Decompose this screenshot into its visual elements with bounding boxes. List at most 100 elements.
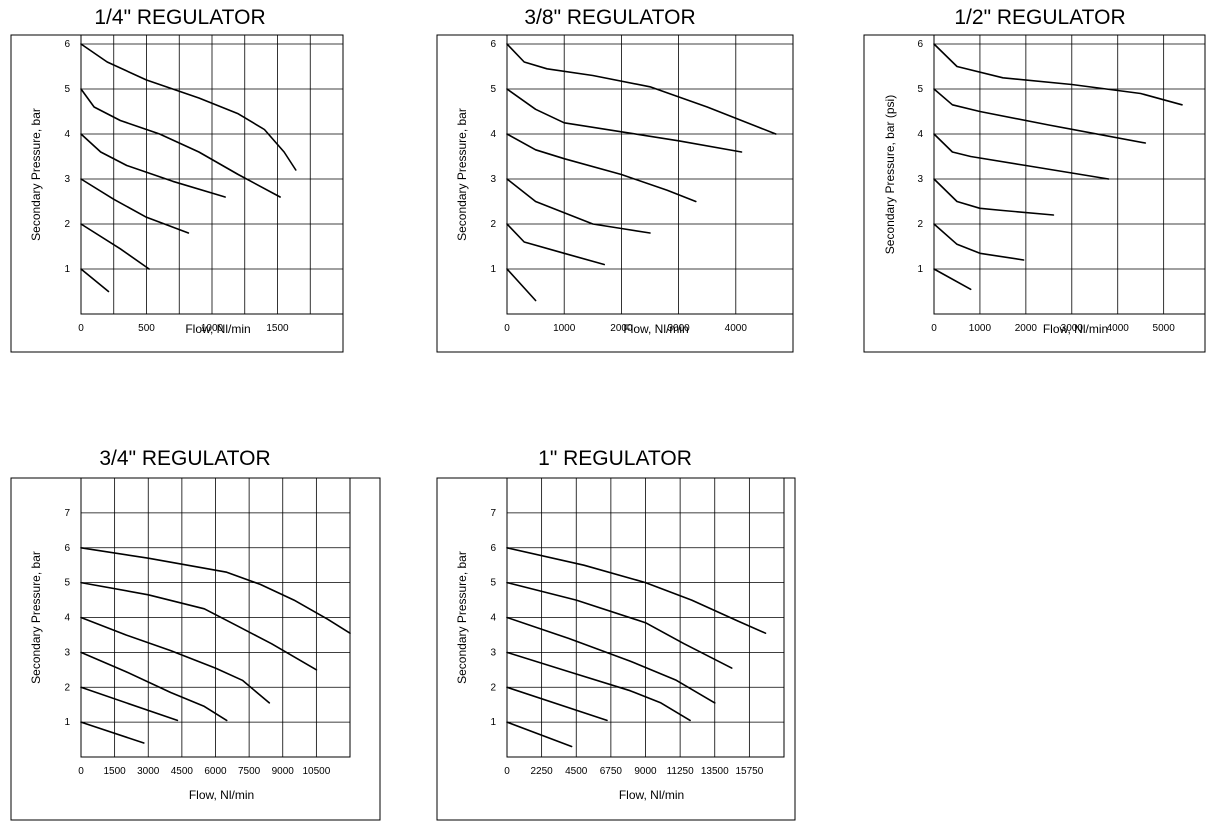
y-tick-label: 2: [490, 219, 496, 230]
y-tick-label: 6: [917, 39, 923, 50]
series-line: [80, 616, 271, 704]
x-tick-label: 11250: [667, 766, 695, 777]
series-line: [933, 268, 972, 291]
y-tick-label: 6: [490, 543, 496, 554]
y-axis-label: Secondary Pressure, bar: [455, 108, 469, 241]
x-tick-label: 1000: [969, 323, 992, 334]
series-line: [933, 133, 1110, 180]
series-line: [80, 88, 281, 198]
x-tick-label: 3000: [1061, 323, 1084, 334]
y-tick-label: 1: [64, 264, 70, 275]
plot-area: [933, 34, 1206, 315]
series-line: [80, 651, 228, 722]
y-tick-label: 2: [917, 219, 923, 230]
chart-frame: [10, 34, 344, 353]
y-tick-label: 4: [490, 129, 496, 140]
y-axis-label: Secondary Pressure, bar: [29, 108, 43, 241]
y-tick-label: 3: [64, 647, 70, 658]
series-line: [933, 88, 1147, 144]
series-line: [506, 547, 767, 634]
series-line: [506, 88, 743, 153]
x-tick-label: 4500: [565, 766, 588, 777]
x-tick-label: 10500: [302, 766, 330, 777]
series-line: [933, 223, 1025, 261]
y-tick-label: 5: [917, 84, 923, 95]
series-line: [80, 133, 226, 198]
chart-title: 1" REGULATOR: [538, 447, 692, 470]
x-axis-label: Flow, Nl/min: [185, 322, 250, 336]
x-tick-label: 2000: [610, 323, 633, 334]
y-tick-label: 1: [490, 264, 496, 275]
x-tick-label: 0: [78, 766, 84, 777]
x-tick-label: 0: [504, 766, 510, 777]
y-tick-label: 3: [490, 174, 496, 185]
x-tick-label: 4000: [725, 323, 748, 334]
series-line: [80, 268, 110, 293]
x-tick-label: 3000: [667, 323, 690, 334]
x-tick-label: 0: [931, 323, 937, 334]
series-line: [80, 721, 145, 744]
x-tick-label: 9000: [272, 766, 295, 777]
y-tick-label: 5: [64, 84, 70, 95]
y-tick-label: 1: [490, 717, 496, 728]
series-line: [506, 133, 697, 203]
y-tick-label: 5: [64, 578, 70, 589]
series-line: [933, 178, 1055, 216]
x-tick-label: 6750: [600, 766, 623, 777]
series-line: [506, 581, 733, 669]
y-tick-label: 6: [490, 39, 496, 50]
x-tick-label: 0: [504, 323, 510, 334]
chart-2: 3/8" REGULATOR 1 2 3 4 5 6 0 1000 2000 3000 4000 Flo…: [436, 6, 794, 353]
chart-title: 3/8" REGULATOR: [524, 6, 695, 29]
series-line: [933, 43, 1183, 106]
x-tick-label: 13500: [701, 766, 729, 777]
y-tick-label: 2: [64, 682, 70, 693]
x-axis-label: Flow, Nl/min: [619, 788, 684, 802]
series-line: [506, 616, 716, 704]
series-line: [80, 223, 150, 270]
x-tick-label: 4000: [1107, 323, 1130, 334]
chart-3: 1/2" REGULATOR 1 2 3 4 5 6 0 1000 2000 3000 4000 500…: [863, 6, 1206, 353]
x-tick-label: 4500: [171, 766, 194, 777]
series-line: [506, 721, 573, 748]
series-line: [506, 651, 691, 722]
y-tick-label: 5: [490, 578, 496, 589]
x-tick-label: 2250: [531, 766, 554, 777]
y-tick-label: 2: [64, 219, 70, 230]
y-tick-label: 6: [64, 543, 70, 554]
x-axis-label: Flow, Nl/min: [189, 788, 254, 802]
series-line: [80, 686, 179, 722]
x-tick-label: 1000: [553, 323, 576, 334]
plot-area: [80, 34, 344, 315]
series-line: [80, 43, 297, 171]
x-tick-label: 1500: [104, 766, 127, 777]
x-tick-label: 0: [78, 323, 84, 334]
x-tick-label: 15750: [735, 766, 763, 777]
y-tick-label: 2: [490, 682, 496, 693]
y-tick-label: 7: [490, 508, 496, 519]
y-tick-label: 7: [64, 508, 70, 519]
y-tick-label: 3: [917, 174, 923, 185]
y-tick-label: 4: [917, 129, 923, 140]
y-axis-label: Secondary Pressure, bar: [29, 551, 43, 684]
x-tick-label: 9000: [634, 766, 657, 777]
chart-1: 1/4" REGULATOR 1 2 3 4 5 6 0 500 1000 1500 Flow, Nl…: [10, 6, 344, 353]
y-tick-label: 6: [64, 39, 70, 50]
y-tick-label: 3: [64, 174, 70, 185]
chart-frame: [436, 34, 794, 353]
chart-frame: [863, 34, 1206, 353]
plot-area: [506, 34, 794, 315]
series-line: [506, 178, 651, 234]
chart-title: 1/2" REGULATOR: [954, 6, 1125, 29]
x-tick-label: 1500: [266, 323, 289, 334]
series-line: [506, 268, 537, 302]
y-tick-label: 1: [917, 264, 923, 275]
x-tick-label: 500: [138, 323, 155, 334]
y-tick-label: 4: [64, 613, 70, 624]
series-line: [506, 223, 605, 266]
chart-title: 3/4" REGULATOR: [99, 447, 270, 470]
y-tick-label: 4: [64, 129, 70, 140]
x-axis-label: Flow, Nl/min: [623, 322, 688, 336]
y-tick-label: 4: [490, 613, 496, 624]
chart-title: 1/4" REGULATOR: [94, 6, 265, 29]
